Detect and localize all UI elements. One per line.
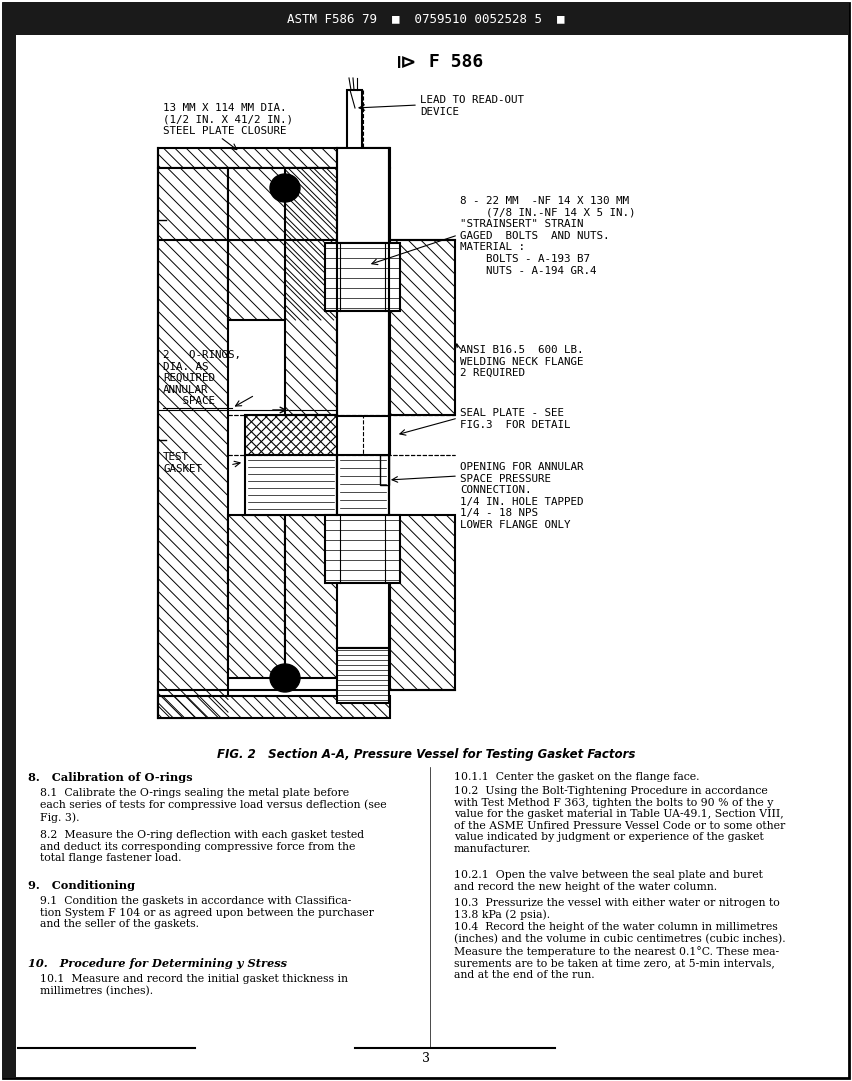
Text: LEAD TO READ-OUT
DEVICE: LEAD TO READ-OUT DEVICE — [420, 95, 524, 117]
Bar — [389, 415, 390, 455]
Text: 3: 3 — [422, 1052, 430, 1065]
Bar — [325, 515, 400, 583]
Text: F 586: F 586 — [418, 53, 483, 71]
Ellipse shape — [270, 664, 300, 692]
Bar — [380, 455, 389, 485]
Text: 9.   Conditioning: 9. Conditioning — [28, 880, 135, 891]
Text: 10.4  Record the height of the water column in millimetres
(inches) and the volu: 10.4 Record the height of the water colu… — [454, 922, 786, 979]
Bar — [158, 148, 390, 168]
Bar — [3, 3, 16, 1078]
Bar — [390, 240, 455, 415]
Ellipse shape — [270, 174, 300, 202]
Text: 13 MM X 114 MM DIA.
(1/2 IN. X 41/2 IN.)
STEEL PLATE CLOSURE: 13 MM X 114 MM DIA. (1/2 IN. X 41/2 IN.)… — [163, 103, 293, 136]
Text: TEST
GASKET: TEST GASKET — [163, 452, 202, 473]
Text: 10.1  Measure and record the initial gasket thickness in
millimetres (inches).: 10.1 Measure and record the initial gask… — [40, 974, 348, 996]
Bar — [390, 240, 455, 415]
Text: 8.   Calibration of O-rings: 8. Calibration of O-rings — [28, 772, 193, 783]
Bar — [158, 696, 390, 718]
Text: ⧐: ⧐ — [395, 53, 416, 71]
Bar — [16, 3, 849, 35]
Bar — [245, 415, 337, 455]
Bar — [389, 415, 390, 455]
Text: 10.2  Using the Bolt-Tightening Procedure in accordance
with Test Method F 363, : 10.2 Using the Bolt-Tightening Procedure… — [454, 786, 786, 854]
Bar — [285, 168, 390, 415]
Text: 10.1.1  Center the gasket on the flange face.: 10.1.1 Center the gasket on the flange f… — [454, 772, 699, 782]
Text: 10.3  Pressurize the vessel with either water or nitrogen to
13.8 kPa (2 psia).: 10.3 Pressurize the vessel with either w… — [454, 898, 780, 920]
Bar — [389, 415, 390, 455]
Bar — [325, 243, 400, 311]
Bar — [285, 168, 390, 415]
Text: 10.   Procedure for Determining y Stress: 10. Procedure for Determining y Stress — [28, 958, 287, 969]
Text: ANSI B16.5  600 LB.
WELDING NECK FLANGE
2 REQUIRED: ANSI B16.5 600 LB. WELDING NECK FLANGE 2… — [460, 345, 584, 378]
Text: 10.2.1  Open the valve between the seal plate and buret
and record the new heigh: 10.2.1 Open the valve between the seal p… — [454, 870, 763, 892]
Text: 9.1  Condition the gaskets in accordance with Classifica-
tion System F 104 or a: 9.1 Condition the gaskets in accordance … — [40, 896, 374, 930]
Bar — [337, 148, 389, 243]
Text: OPENING FOR ANNULAR
SPACE PRESSURE
CONNECTION.
1/4 IN. HOLE TAPPED
1/4 - 18 NPS
: OPENING FOR ANNULAR SPACE PRESSURE CONNE… — [460, 462, 584, 530]
Bar — [337, 455, 389, 515]
Bar — [390, 515, 455, 690]
Bar — [337, 583, 389, 648]
Text: 8.1  Calibrate the O-rings sealing the metal plate before
each series of tests f: 8.1 Calibrate the O-rings sealing the me… — [40, 788, 387, 823]
Bar — [285, 515, 390, 678]
Text: 8.2  Measure the O-ring deflection with each gasket tested
and deduct its corres: 8.2 Measure the O-ring deflection with e… — [40, 830, 364, 864]
Text: 2   O-RINGS,
DIA. AS
REQUIRED
ANNULAR
   SPACE: 2 O-RINGS, DIA. AS REQUIRED ANNULAR SPAC… — [163, 350, 241, 406]
Bar — [245, 455, 337, 515]
Bar — [245, 415, 337, 455]
Bar — [245, 415, 337, 455]
Bar — [158, 168, 228, 718]
Bar — [337, 648, 389, 703]
Bar — [347, 90, 362, 150]
Text: FIG. 2   Section A-A, Pressure Vessel for Testing Gasket Factors: FIG. 2 Section A-A, Pressure Vessel for … — [216, 748, 636, 761]
Bar — [228, 515, 285, 678]
Bar — [285, 515, 390, 678]
Bar — [337, 311, 389, 416]
Polygon shape — [228, 515, 285, 678]
Bar — [158, 148, 390, 168]
Bar — [390, 515, 455, 690]
Bar — [158, 168, 228, 718]
Polygon shape — [228, 168, 358, 320]
Text: ASTM F586 79  ■  0759510 0052528 5  ■: ASTM F586 79 ■ 0759510 0052528 5 ■ — [287, 13, 565, 26]
Bar — [158, 696, 390, 718]
Text: SEAL PLATE - SEE
FIG.3  FOR DETAIL: SEAL PLATE - SEE FIG.3 FOR DETAIL — [460, 408, 571, 429]
Text: 8 - 22 MM  -NF 14 X 130 MM
    (7/8 IN.-NF 14 X 5 IN.)
"STRAINSERT" STRAIN
GAGED: 8 - 22 MM -NF 14 X 130 MM (7/8 IN.-NF 14… — [460, 196, 636, 276]
Bar — [228, 168, 358, 320]
